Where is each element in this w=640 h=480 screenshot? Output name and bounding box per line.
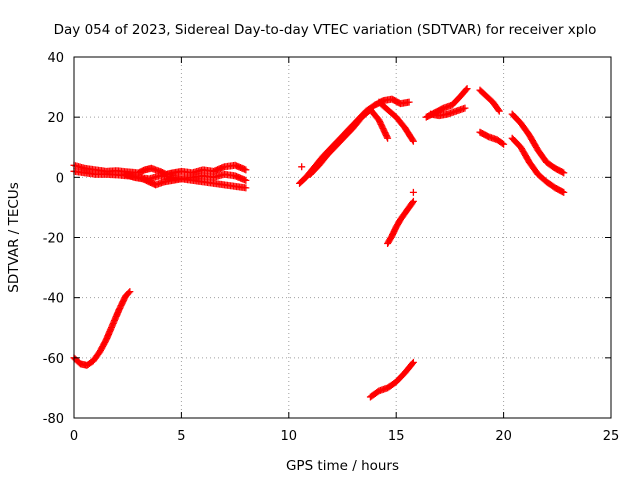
data-point [560,169,568,177]
x-tick-label: 20 [495,429,512,444]
series-arc-c-branch [375,98,417,145]
data-point [409,136,417,144]
data-point [500,140,508,148]
data-point [409,197,417,205]
x-axis-label: GPS time / hours [286,458,399,474]
data-point [125,289,133,297]
y-tick-label: -20 [43,232,64,247]
data-point [405,98,413,106]
series-arc-a-low [122,170,250,192]
x-tick-label: 25 [603,429,620,444]
y-tick-label: 20 [47,111,64,126]
data-point [463,85,471,93]
y-tick-label: -80 [43,412,64,427]
series-arc-h-upper [508,110,568,177]
chart-title: Day 054 of 2023, Sidereal Day-to-day VTE… [54,22,597,38]
data-point [242,184,250,192]
y-tick-label: -40 [43,292,64,307]
series-arc-f-lower [427,104,469,120]
axis-ticks: 0 5 10 15 20 25 -80 -60 -40 -20 0 20 40 [43,51,620,444]
data-point [298,163,306,171]
series-arc-e [366,358,417,401]
x-tick-label: 5 [177,429,185,444]
data-point [461,104,469,112]
series-arc-d [384,197,417,248]
y-tick-label: 40 [47,51,64,66]
series-arc-b [70,288,134,369]
data-point [384,134,392,142]
y-tick-label: 0 [56,171,64,186]
data-point [495,107,503,115]
data-point [409,137,417,145]
data-point [409,188,417,196]
data-point [498,139,506,147]
series-isolated [298,163,417,196]
data-point [560,188,568,196]
grid-lines [74,57,611,418]
series-arc-h-lower [508,134,568,196]
series-arc-g [476,86,503,115]
series-arc-g-lower [476,128,508,148]
series-arc-c-lower [306,106,392,178]
data-point [409,358,417,366]
data-point [242,166,250,174]
data-point [462,86,470,94]
data-point [409,199,417,207]
data-point [242,176,250,184]
data-point [494,106,502,114]
data-point [126,288,134,296]
x-tick-label: 15 [388,429,405,444]
data-point [408,360,416,368]
x-tick-label: 0 [70,429,78,444]
data-point [383,133,391,141]
y-tick-label: -60 [43,352,64,367]
x-tick-label: 10 [281,429,298,444]
y-axis-label: SDTVAR / TECUs [6,182,22,292]
data-points [70,85,568,401]
